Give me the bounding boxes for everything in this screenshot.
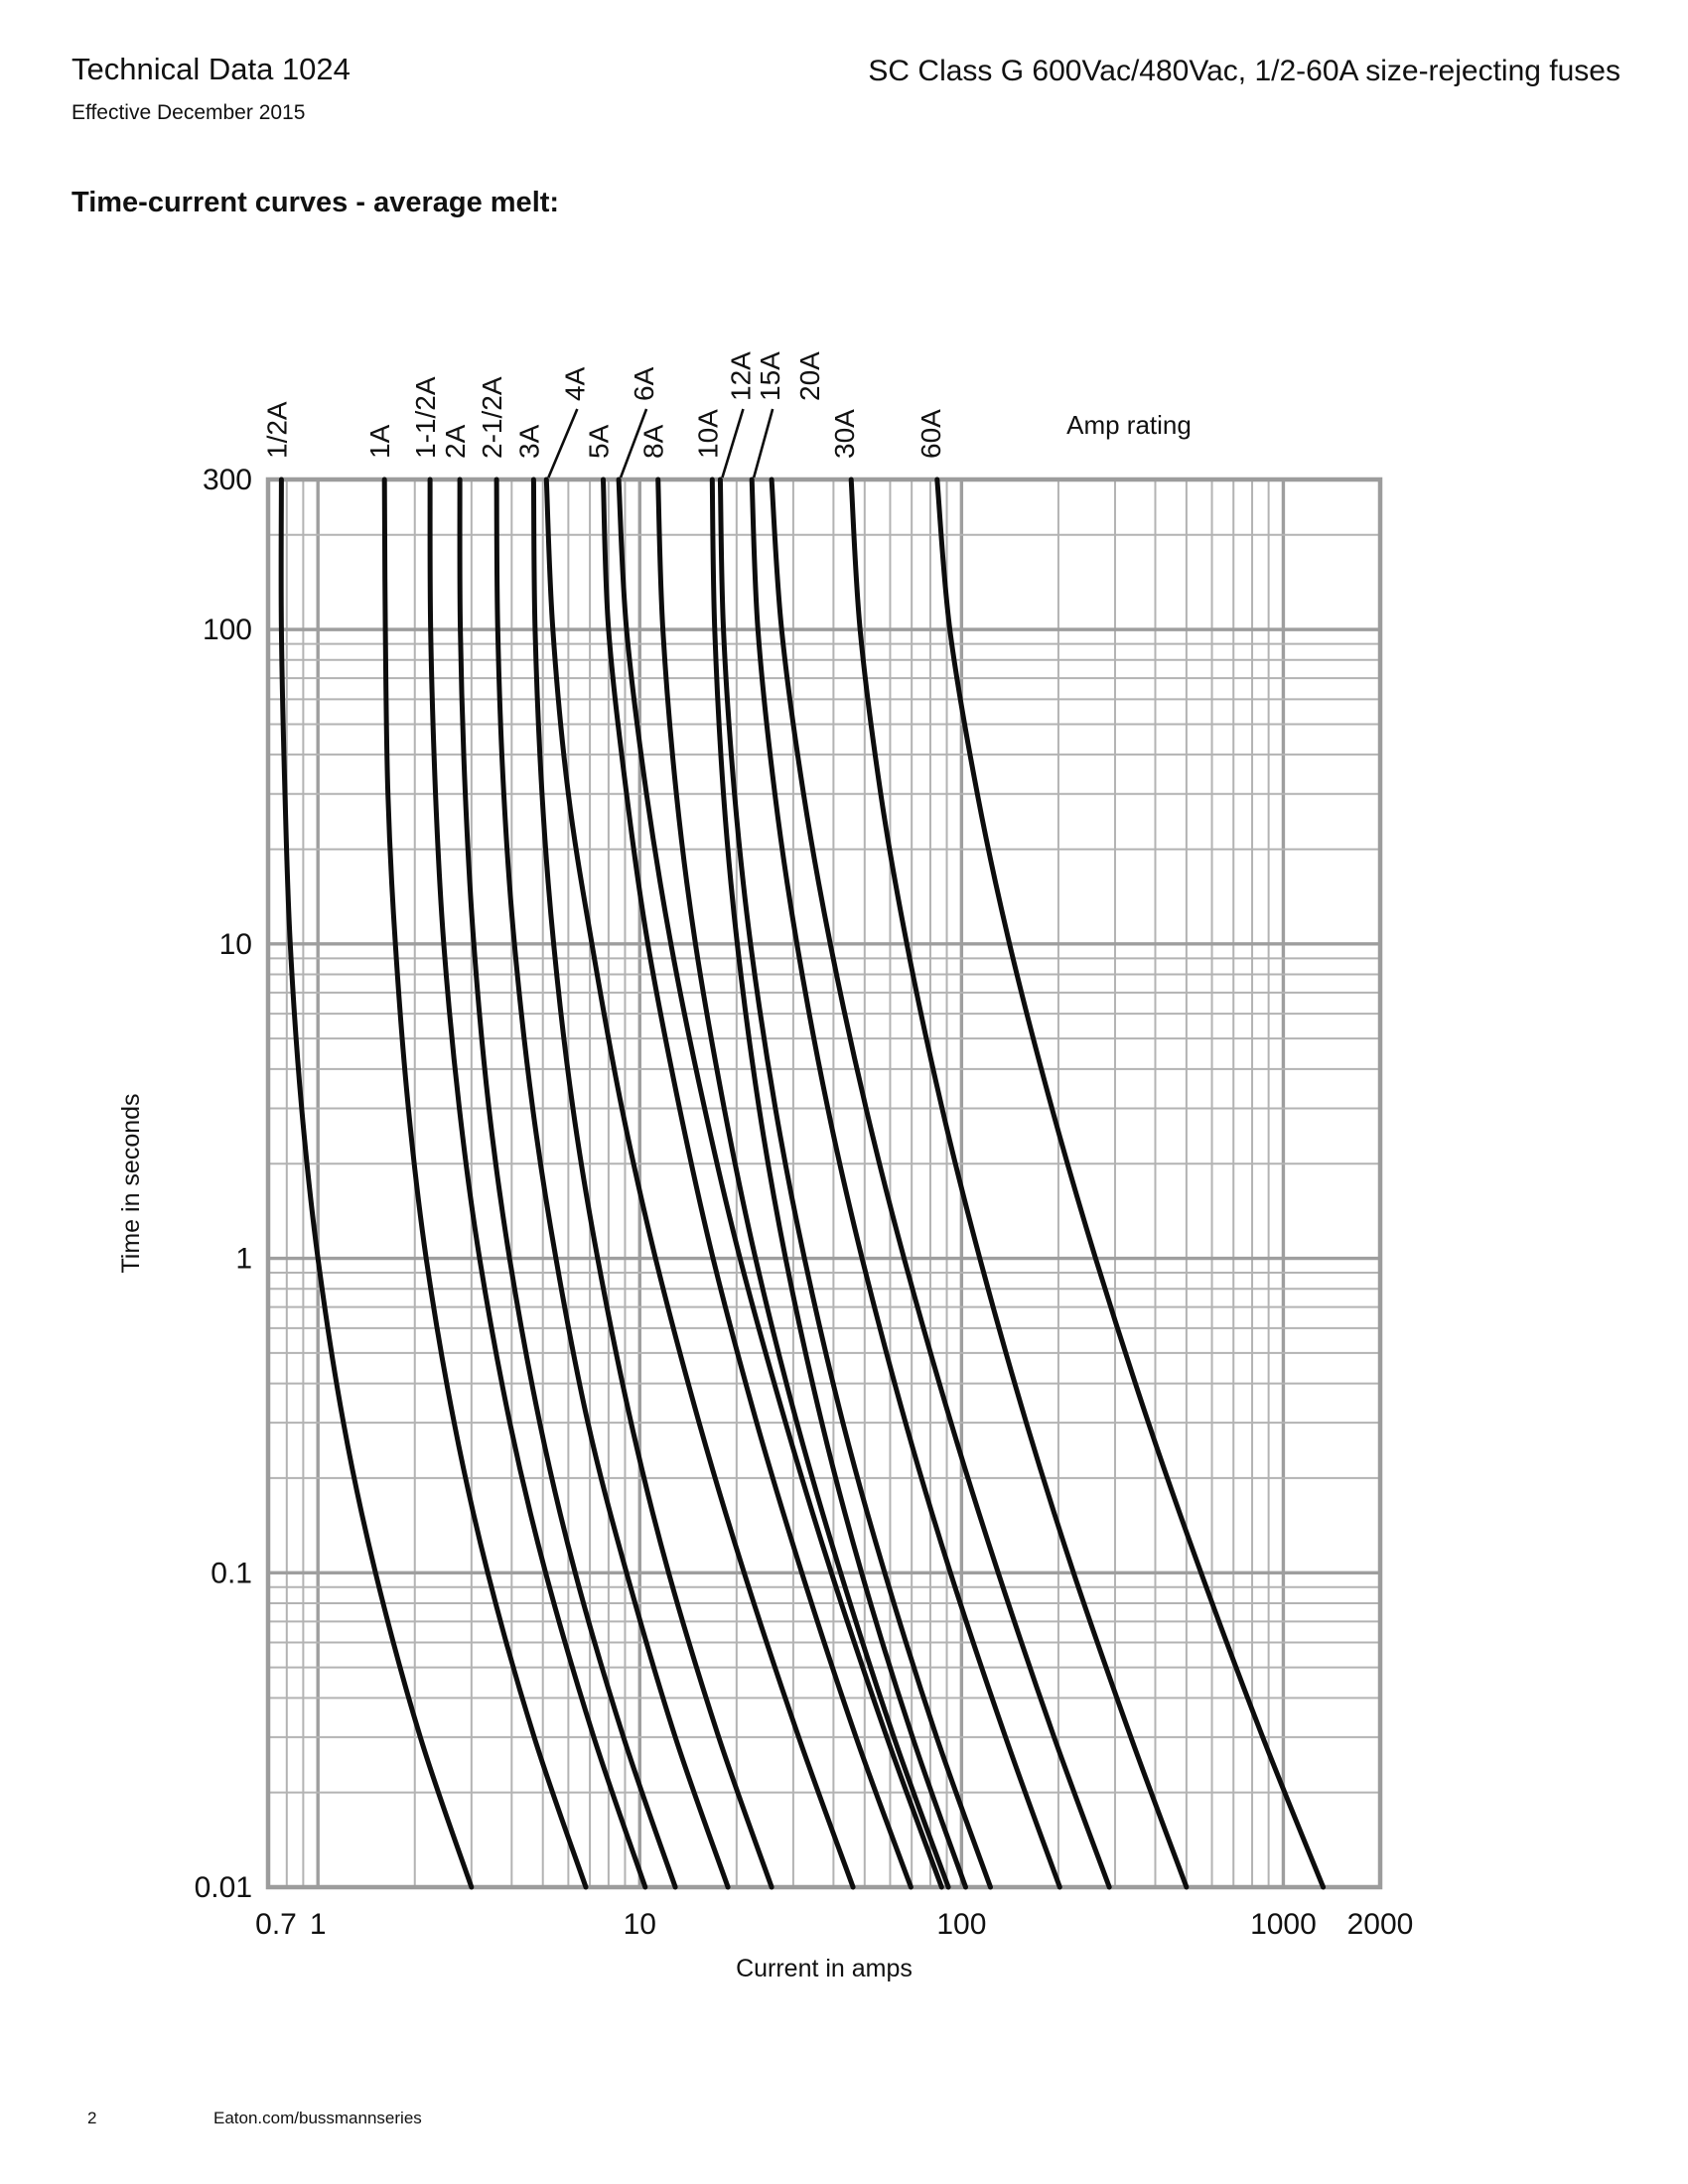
leader-line-6A (619, 408, 648, 478)
fuse-curve-3A (530, 477, 774, 1890)
curve-label-2-1/2A: 2-1/2A (477, 376, 507, 459)
leader-line-4A (547, 408, 579, 478)
x-axis-title: Current in amps (736, 1955, 913, 1982)
curve-label-5A: 5A (584, 424, 615, 459)
footer-website: Eaton.com/bussmannseries (213, 2109, 422, 2127)
curve-label-15A: 15A (755, 351, 785, 401)
fuse-curve-1/2A (278, 477, 475, 1890)
curve-label-30A: 30A (829, 409, 860, 459)
y-axis-title: Time in seconds (117, 1093, 145, 1273)
axis-tick-labels: 300 100 10 1 0.1 0.010.7 1 10 100 1000 2000 (195, 464, 1414, 1941)
fuse-curve-1-1/2A (427, 477, 648, 1890)
x-tick-1: 1 (310, 1908, 327, 1941)
fuse-curve-10A (709, 477, 968, 1890)
plot-frame (265, 477, 1383, 1890)
fuse-curve-6A (616, 477, 944, 1890)
curve-label-60A: 60A (915, 409, 946, 459)
x-tick-0.7: 0.7 (255, 1908, 297, 1941)
y-tick-10: 10 (219, 928, 252, 961)
curve-label-10A: 10A (692, 409, 723, 459)
section-title: Time-current curves - average melt: (71, 187, 560, 218)
curve-label-3A: 3A (513, 424, 544, 459)
y-tick-0.1: 0.1 (211, 1557, 252, 1589)
product-title: SC Class G 600Vac/480Vac, 1/2-60A size-r… (868, 55, 1620, 87)
fuse-curve-30A (848, 477, 1190, 1890)
fuse-curve-60A (934, 477, 1327, 1890)
curve-label-1A: 1A (364, 424, 395, 459)
y-tick-1: 1 (235, 1243, 252, 1276)
fuse-curve-20A (769, 477, 1112, 1890)
curve-label-20A: 20A (794, 351, 825, 401)
fuse-curve-1A (381, 477, 589, 1890)
curve-label-2A: 2A (440, 424, 471, 459)
curve-label-12A: 12A (725, 351, 756, 401)
leader-line-15A (752, 408, 774, 478)
y-tick-300: 300 (203, 464, 252, 496)
fuse-curves (278, 477, 1327, 1890)
fuse-curve-5A (601, 477, 914, 1890)
y-tick-100: 100 (203, 614, 252, 646)
fuse-curve-4A (543, 477, 856, 1890)
effective-date: Effective December 2015 (71, 101, 306, 124)
leader-line-12A (721, 408, 745, 478)
fuse-curve-8A (655, 477, 951, 1890)
curve-label-4A: 4A (559, 366, 590, 401)
x-tick-2000: 2000 (1347, 1908, 1414, 1941)
fuse-curve-15A (749, 477, 1062, 1890)
fuse-curve-2A (457, 477, 678, 1890)
x-tick-10: 10 (624, 1908, 656, 1941)
amp-rating-label: Amp rating (1066, 410, 1192, 440)
grid (268, 479, 1380, 1887)
curve-label-6A: 6A (629, 366, 659, 401)
curve-label-1/2A: 1/2A (261, 401, 292, 459)
fuse-curve-2-1/2A (493, 477, 731, 1890)
page-number: 2 (87, 2109, 97, 2127)
x-tick-100: 100 (936, 1908, 986, 1941)
fuse-curve-12A (717, 477, 993, 1890)
y-tick-0.01: 0.01 (195, 1871, 252, 1904)
curve-label-1-1/2A: 1-1/2A (410, 376, 441, 459)
x-tick-1000: 1000 (1250, 1908, 1317, 1941)
document-title: Technical Data 1024 (71, 52, 351, 86)
curve-label-8A: 8A (638, 424, 669, 459)
